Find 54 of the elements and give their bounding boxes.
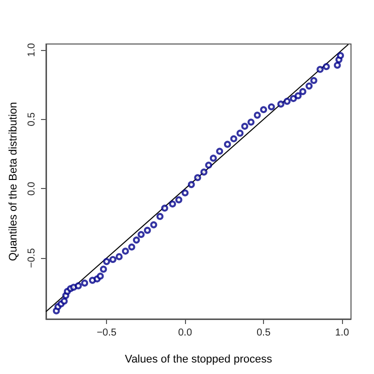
point bbox=[96, 272, 104, 280]
point bbox=[200, 168, 208, 176]
x-tick-label: 0.5 bbox=[256, 328, 271, 338]
point bbox=[132, 236, 140, 244]
point bbox=[100, 266, 107, 273]
point bbox=[284, 98, 291, 105]
point bbox=[336, 52, 344, 60]
x-tick-label: −0.5 bbox=[96, 328, 117, 338]
x-axis-title: Values of the stopped process bbox=[124, 354, 273, 366]
point bbox=[81, 280, 88, 287]
point bbox=[188, 181, 195, 188]
point bbox=[294, 92, 302, 100]
y-tick-label: 0.0 bbox=[26, 181, 38, 196]
x-tick-label: 0.0 bbox=[178, 328, 192, 338]
point bbox=[210, 154, 217, 162]
point bbox=[182, 189, 189, 196]
point bbox=[169, 200, 176, 208]
point bbox=[322, 63, 330, 70]
y-axis-title: Quantiles of the Beta distribution bbox=[8, 102, 20, 261]
point bbox=[194, 174, 202, 182]
point bbox=[260, 106, 268, 114]
point bbox=[241, 122, 248, 130]
point bbox=[224, 140, 231, 148]
point bbox=[277, 100, 284, 108]
point bbox=[334, 62, 341, 69]
point bbox=[103, 258, 110, 266]
point bbox=[205, 162, 212, 169]
point bbox=[161, 204, 168, 212]
point bbox=[116, 253, 123, 260]
point bbox=[268, 103, 275, 110]
point bbox=[310, 76, 318, 84]
point bbox=[230, 135, 238, 142]
x-tick-label: 1.0 bbox=[335, 328, 350, 338]
point bbox=[316, 66, 324, 73]
point bbox=[109, 256, 116, 263]
point bbox=[216, 148, 224, 155]
point bbox=[299, 88, 306, 96]
point bbox=[306, 82, 313, 90]
point bbox=[150, 221, 158, 228]
point bbox=[60, 298, 68, 305]
point bbox=[74, 282, 82, 290]
y-tick-label: 1.0 bbox=[26, 42, 38, 57]
point bbox=[248, 118, 255, 126]
point bbox=[156, 212, 164, 220]
point bbox=[122, 248, 129, 255]
point bbox=[175, 196, 182, 204]
point bbox=[144, 226, 151, 234]
y-tick-label: −0.5 bbox=[26, 248, 38, 268]
point bbox=[254, 112, 261, 119]
y-tick-label: 0.5 bbox=[26, 112, 38, 126]
point bbox=[128, 243, 136, 250]
point bbox=[138, 231, 145, 238]
point bbox=[290, 95, 297, 102]
point bbox=[236, 130, 244, 137]
